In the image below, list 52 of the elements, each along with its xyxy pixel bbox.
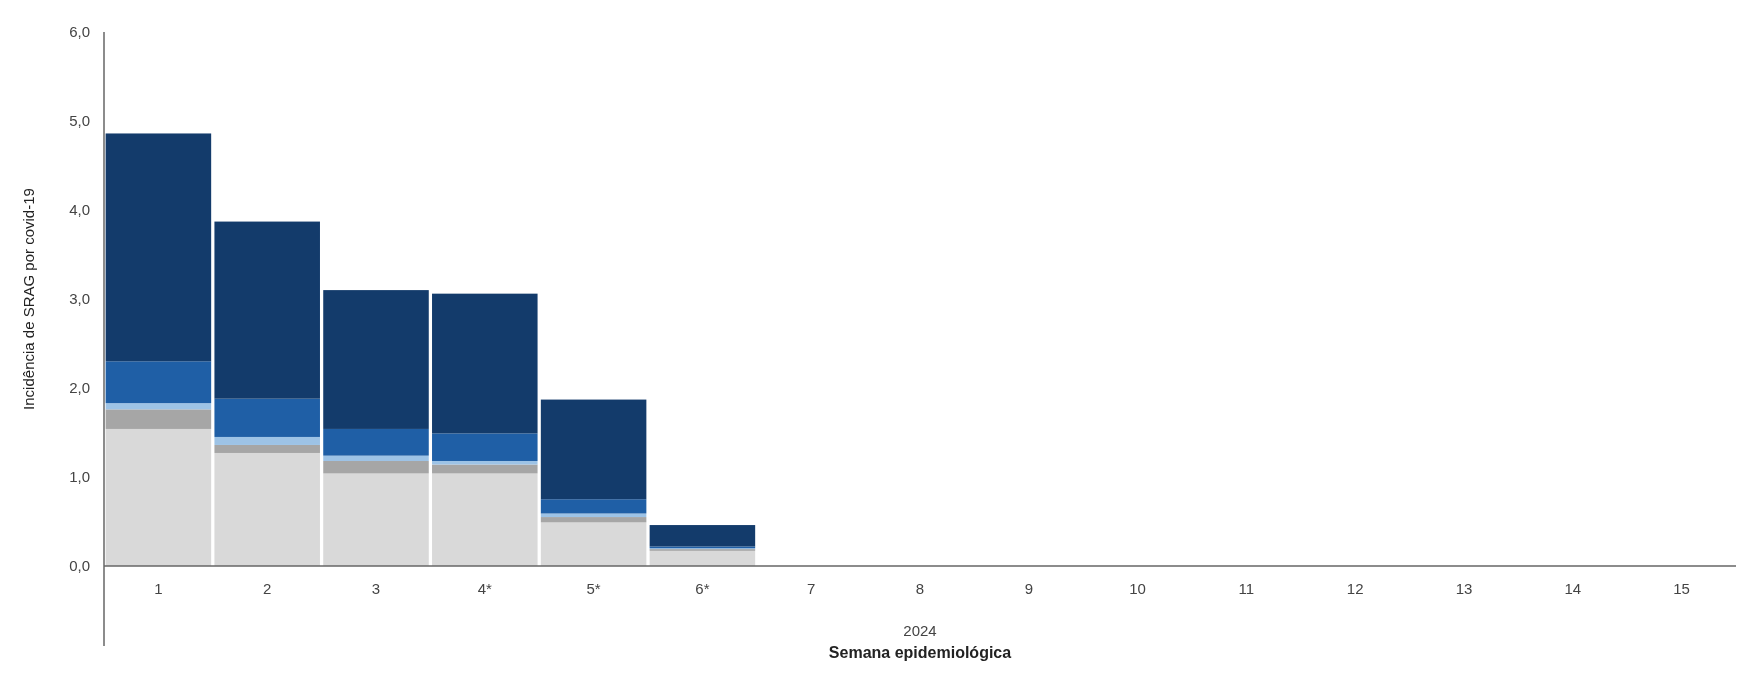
bar: [432, 464, 538, 474]
x-tick-label: 15: [1673, 580, 1690, 597]
x-tick-label: 12: [1346, 580, 1364, 597]
bar: [105, 409, 212, 429]
y-tick-label: 6,0: [69, 23, 90, 41]
x-tick-label: 4*: [477, 580, 493, 597]
y-tick-label: 0,0: [69, 557, 90, 575]
x-tick-label: 11: [1238, 580, 1255, 597]
y-axis-title: Incidência de SRAG por covid-19: [20, 188, 37, 410]
x-tick-label: 1: [154, 580, 163, 597]
bar: [214, 452, 320, 566]
y-tick-label: 1,0: [69, 468, 90, 486]
bar: [214, 398, 320, 437]
x-tick-label: 5*: [586, 580, 601, 597]
bar: [540, 522, 647, 566]
bar: [105, 361, 212, 404]
bar: [105, 428, 212, 566]
bar: [649, 550, 756, 566]
bar: [540, 513, 647, 518]
bar: [323, 428, 429, 456]
x-tick-label: 9: [1024, 580, 1033, 597]
bar: [540, 499, 647, 514]
y-tick-label: 3,0: [69, 290, 90, 308]
bar: [323, 473, 429, 566]
x-tick-label: 7: [807, 580, 816, 597]
text: 2024: [903, 622, 937, 639]
bar: [214, 436, 320, 445]
x-tick-label: 10: [1129, 580, 1146, 597]
y-tick-label: 5,0: [69, 112, 90, 130]
y-tick-label: 2,0: [69, 379, 90, 397]
bar: [214, 221, 320, 399]
bar: [432, 293, 538, 434]
bar: [432, 460, 538, 465]
y-tick-label: 4,0: [69, 201, 90, 219]
x-tick-label: 14: [1564, 580, 1582, 597]
bar: [540, 399, 647, 500]
bar: [540, 517, 647, 523]
x-tick-label: 8: [915, 580, 925, 597]
bar: [432, 473, 538, 566]
bar: [649, 525, 756, 547]
x-axis-title: Semana epidemiológica: [828, 644, 1012, 661]
bar: [105, 403, 212, 410]
bar: [323, 460, 429, 474]
x-tick-label: 2: [263, 580, 272, 597]
bar: [105, 133, 212, 362]
x-tick-label: 13: [1455, 580, 1473, 597]
x-tick-label: 6*: [695, 580, 710, 597]
bar: [323, 290, 429, 429]
x-tick-label: 3: [371, 580, 381, 597]
bar: [323, 455, 429, 461]
bar: [214, 444, 320, 453]
bar: [432, 433, 538, 461]
